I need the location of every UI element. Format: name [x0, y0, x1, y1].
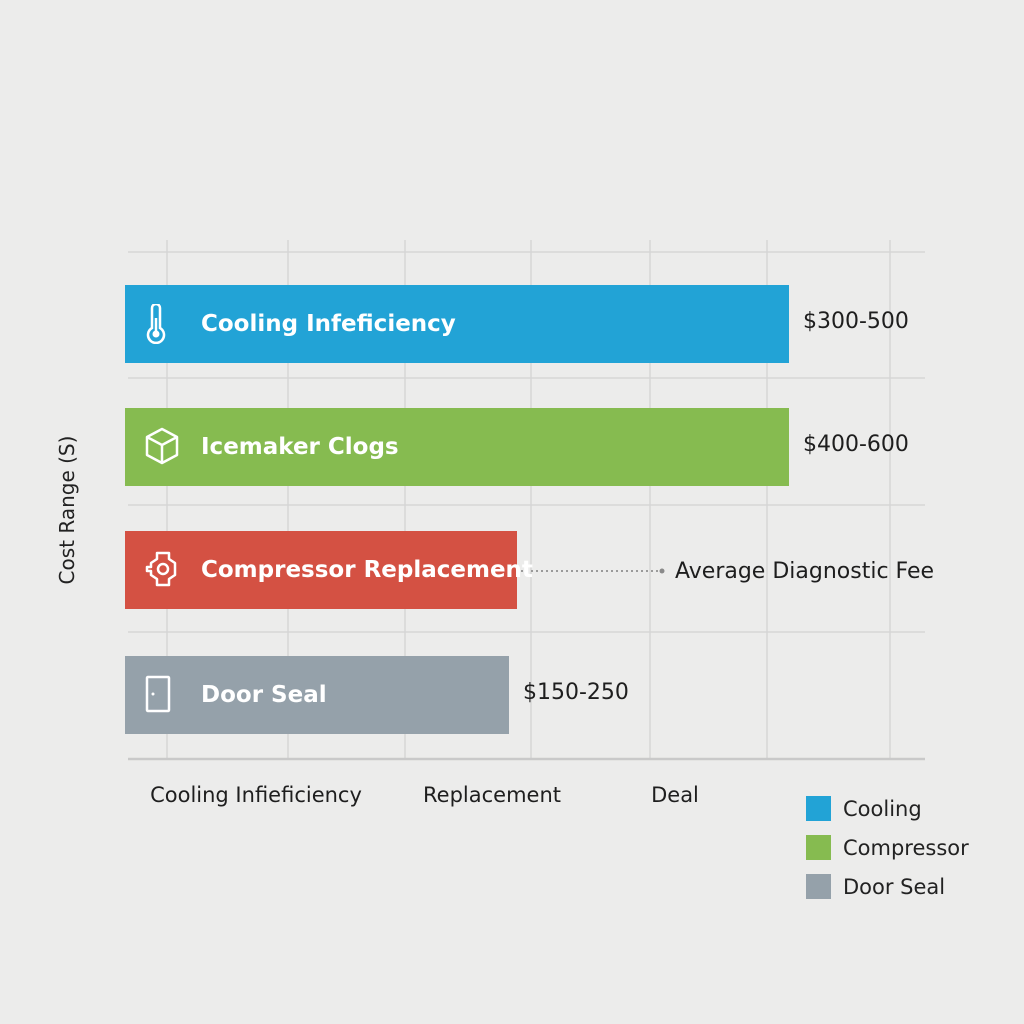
bar-label: Cooling Infeficiency	[145, 304, 456, 344]
bar-icemaker-clogs	[125, 408, 789, 486]
annotation-dot	[659, 568, 665, 574]
bar-door-seal	[125, 656, 509, 734]
bar-category-label: Door Seal	[201, 682, 327, 708]
legend-label: Compressor	[843, 835, 969, 860]
bar-label: Compressor Replacement	[145, 550, 533, 590]
bar-compressor-replacement	[125, 531, 517, 609]
value-label: $400-600	[803, 432, 909, 457]
legend-swatch	[806, 874, 831, 899]
annotation-label: Average Diagnostic Fee	[675, 559, 935, 584]
thermometer-icon	[145, 304, 175, 344]
bar-label: Door Seal	[145, 675, 327, 715]
bar-cooling-infeficiency	[125, 285, 789, 363]
legend-swatch	[806, 796, 831, 821]
legend-swatch	[806, 835, 831, 860]
legend-label: Door Seal	[843, 874, 946, 899]
value-label: $300-500	[803, 309, 909, 334]
bar-label: Icemaker Clogs	[145, 427, 399, 467]
door-icon	[145, 675, 175, 715]
bar-category-label: Icemaker Clogs	[201, 434, 399, 460]
gear-icon	[145, 550, 177, 590]
legend-item-compressor: Compressor	[806, 828, 969, 867]
cube-icon	[145, 427, 179, 467]
legend-item-cooling: Cooling	[806, 789, 969, 828]
y-axis-label: Cost Range (S)	[55, 435, 79, 585]
value-label: $150-250	[523, 680, 629, 705]
x-tick-label: Deal	[651, 783, 699, 807]
bar-category-label: Compressor Replacement	[201, 557, 533, 583]
legend-label: Cooling	[843, 796, 922, 821]
x-tick-label: Replacement	[423, 783, 561, 807]
legend-item-door-seal: Door Seal	[806, 867, 969, 906]
bar-category-label: Cooling Infeficiency	[201, 311, 456, 337]
x-tick-label: Cooling Infieficiency	[150, 783, 362, 807]
legend: Cooling Compressor Door Seal	[806, 789, 969, 906]
